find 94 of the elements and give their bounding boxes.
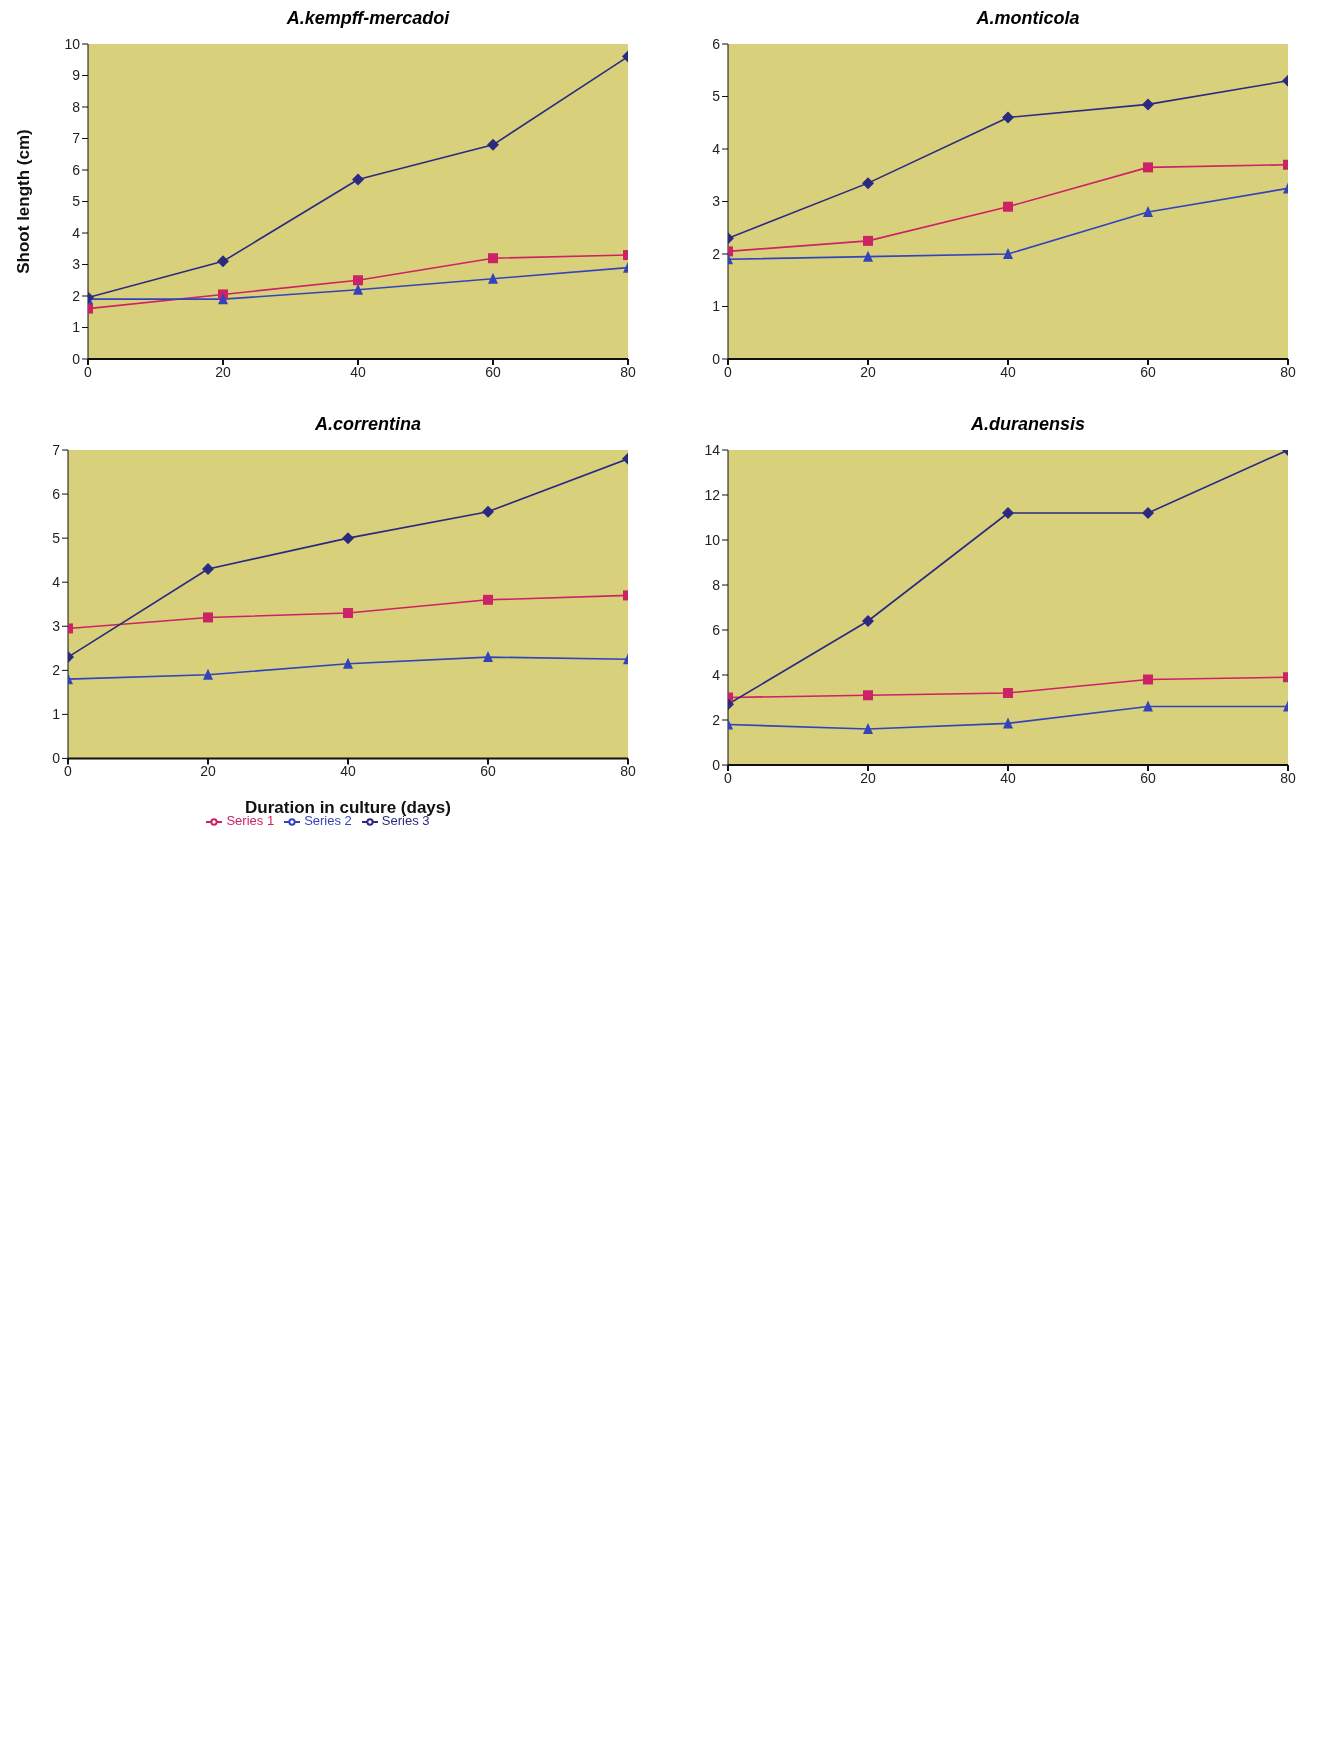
y-tick-label: 2 <box>712 711 721 728</box>
legend-label: Series 1 <box>226 813 275 829</box>
y-tick-label: 10 <box>704 531 721 548</box>
point <box>863 723 873 734</box>
x-tick-label: 40 <box>340 763 356 780</box>
point <box>352 173 364 186</box>
y-tick-label: 6 <box>72 161 81 178</box>
point <box>202 562 214 575</box>
point <box>218 293 228 305</box>
point <box>482 505 494 518</box>
point <box>1002 111 1014 124</box>
y-tick-label: 1 <box>72 319 81 336</box>
y-tick-label: 0 <box>712 350 721 367</box>
y-axis-title: Shoot length (cm) <box>14 129 34 274</box>
point <box>488 272 498 284</box>
y-tick-label: 5 <box>712 88 721 105</box>
x-tick-label: 80 <box>1280 363 1296 380</box>
point <box>483 651 493 663</box>
x-tick-label: 0 <box>724 363 733 380</box>
point <box>1002 507 1014 519</box>
y-tick-label: 6 <box>712 621 721 638</box>
point <box>1142 98 1154 111</box>
y-tick-label: 1 <box>52 706 61 723</box>
y-tick-label: 5 <box>52 530 61 547</box>
y-tick-label: 3 <box>712 193 721 210</box>
y-tick-label: 2 <box>712 245 721 262</box>
x-tick-label: 60 <box>1140 363 1156 380</box>
chart-title: A.monticola <box>975 8 1081 30</box>
y-tick-label: 4 <box>72 224 81 241</box>
y-tick-label: 2 <box>72 287 81 304</box>
x-tick-label: 80 <box>1280 769 1296 786</box>
y-tick-label: 4 <box>712 140 721 157</box>
legend-label: Series 2 <box>304 813 352 829</box>
point <box>343 657 353 669</box>
point <box>353 275 363 286</box>
y-tick-label: 4 <box>712 666 721 683</box>
y-tick-label: 1 <box>712 298 721 315</box>
point <box>1143 700 1153 712</box>
y-tick-label: 7 <box>52 441 61 458</box>
x-tick-label: 20 <box>215 363 231 380</box>
y-tick-label: 2 <box>52 662 61 679</box>
point <box>1003 688 1013 698</box>
x-tick-label: 20 <box>860 769 876 786</box>
x-tick-label: 80 <box>620 363 636 380</box>
y-tick-label: 8 <box>712 576 721 593</box>
y-tick-label: 0 <box>52 750 61 767</box>
y-tick-label: 6 <box>52 486 61 503</box>
point <box>203 668 213 680</box>
x-tick-label: 40 <box>1000 769 1016 786</box>
x-tick-label: 80 <box>620 763 636 780</box>
point <box>487 138 499 151</box>
chart-title: A.correntina <box>314 414 422 436</box>
x-tick-label: 60 <box>480 763 496 780</box>
y-tick-label: 0 <box>72 350 81 367</box>
chart-title: A.kempff-mercadoi <box>285 8 451 30</box>
point <box>1003 717 1013 729</box>
point <box>863 250 873 262</box>
point <box>862 177 874 190</box>
point <box>1003 201 1013 212</box>
x-tick-label: 60 <box>485 363 501 380</box>
point <box>1143 674 1153 685</box>
point <box>863 690 873 701</box>
x-tick-label: 0 <box>724 769 733 786</box>
point <box>1003 248 1013 259</box>
point <box>342 532 354 545</box>
point <box>488 253 498 264</box>
point <box>483 594 493 605</box>
chart-title: A.duranensis <box>970 414 1086 436</box>
point <box>203 612 213 623</box>
x-tick-label: 0 <box>84 363 93 380</box>
point <box>217 255 229 268</box>
x-tick-label: 40 <box>350 363 366 380</box>
y-tick-label: 10 <box>64 35 81 52</box>
point <box>343 608 353 619</box>
y-tick-label: 8 <box>72 98 81 115</box>
point <box>1142 507 1154 519</box>
x-tick-label: 20 <box>860 363 876 380</box>
y-tick-label: 6 <box>712 35 721 52</box>
point <box>1143 206 1153 217</box>
y-tick-label: 3 <box>52 618 61 635</box>
x-tick-label: 60 <box>1140 769 1156 786</box>
point <box>353 283 363 295</box>
y-tick-label: 12 <box>704 486 721 503</box>
y-tick-label: 5 <box>72 193 81 210</box>
y-tick-label: 7 <box>72 130 81 147</box>
y-tick-label: 4 <box>52 574 61 591</box>
y-tick-label: 9 <box>72 67 81 84</box>
point <box>863 235 873 246</box>
point <box>862 615 874 627</box>
y-tick-label: 14 <box>704 441 721 458</box>
x-tick-label: 40 <box>1000 363 1016 380</box>
point <box>1143 162 1153 173</box>
x-tick-label: 20 <box>200 763 216 780</box>
y-tick-label: 3 <box>72 256 81 273</box>
